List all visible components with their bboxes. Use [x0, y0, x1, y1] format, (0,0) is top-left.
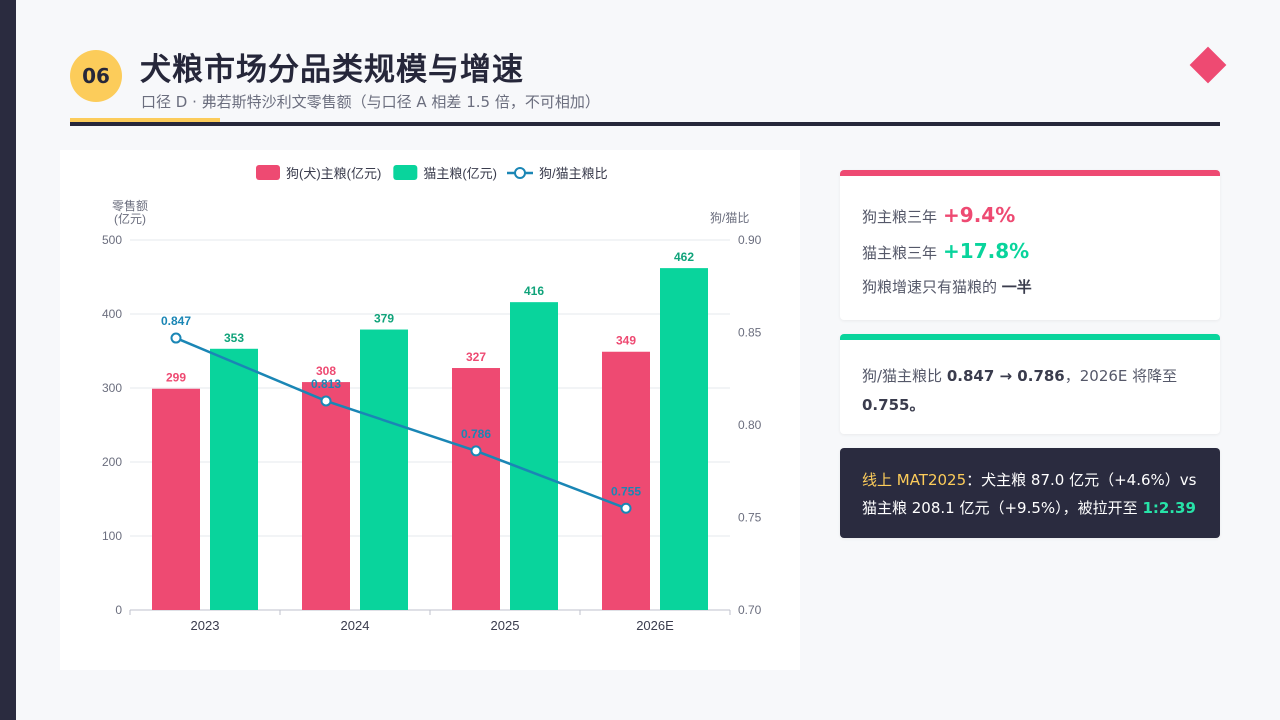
cat-bar-label: 379 — [374, 312, 394, 326]
dog-bar-label: 299 — [166, 371, 186, 385]
ratio-point-label: 0.786 — [461, 427, 491, 441]
y-left-tick-label: 200 — [102, 455, 122, 469]
cat-bar-label: 462 — [674, 250, 694, 264]
growth-comparison-line: 狗粮增速只有猫粮的 一半 — [862, 276, 1198, 298]
dog-bar — [452, 368, 500, 610]
growth-comparison-strong: 一半 — [1001, 278, 1032, 296]
y-left-tick-label: 400 — [102, 307, 122, 321]
y-left-tick-label: 0 — [115, 603, 122, 617]
online-mat-text: 线上 MAT2025：犬主粮 87.0 亿元（+4.6%）vs 猫主粮 208.… — [862, 466, 1198, 522]
section-number-badge: 06 — [70, 50, 122, 102]
dog-growth-value: +9.4% — [943, 203, 1016, 227]
y-right-tick-label: 0.70 — [738, 603, 762, 617]
ratio-line — [175, 336, 627, 510]
ratio-point-label: 0.847 — [161, 314, 191, 328]
dog-growth-line: 狗主粮三年 +9.4% — [862, 204, 1198, 228]
dog-bar — [302, 382, 350, 610]
online-mat-label: 线上 MAT2025 — [862, 471, 967, 489]
header-rule-accent — [70, 118, 220, 122]
dog-bar-label: 308 — [316, 364, 336, 378]
ratio-point-label: 0.755 — [611, 484, 641, 498]
combo-chart: 0 100 200 300 400 500 0.70 0.75 0.80 0.85 0.90 零售额(… — [102, 165, 762, 633]
dog-bar-label: 327 — [466, 350, 486, 364]
dog-bar — [152, 388, 200, 610]
chart-panel: 0 100 200 300 400 500 0.70 0.75 0.80 0.85 0.90 零售额(… — [60, 150, 800, 670]
ratio-point — [320, 395, 332, 407]
left-accent-bar — [0, 0, 16, 720]
growth-card: 狗主粮三年 +9.4% 猫主粮三年 +17.8% 狗粮增速只有猫粮的 一半 — [840, 170, 1220, 320]
y-right-tick-label: 0.85 — [738, 326, 762, 340]
growth-comparison-text: 狗粮增速只有猫粮的 — [862, 278, 998, 296]
cat-bar — [360, 329, 408, 610]
dog-bar — [602, 351, 650, 610]
ratio-point-label: 0.813 — [311, 377, 341, 391]
ratio-point — [620, 502, 632, 514]
y-left-tick-label: 500 — [102, 233, 122, 247]
header-rule — [70, 122, 1220, 126]
y-right-tick-label: 0.75 — [738, 511, 762, 525]
online-mat-card: 线上 MAT2025：犬主粮 87.0 亿元（+4.6%）vs 猫主粮 208.… — [840, 448, 1220, 538]
cat-bar-label: 353 — [224, 331, 244, 345]
y-left-tick-label: 100 — [102, 529, 122, 543]
cat-bar — [510, 302, 558, 610]
legend-label: 狗(犬)主粮(亿元) — [286, 166, 381, 181]
legend-swatch — [256, 165, 280, 180]
legend-line-marker — [514, 167, 526, 179]
x-tick-label: 2025 — [491, 618, 520, 633]
online-mat-detail: ：犬主粮 87.0 亿元（+4.6%）vs 猫主粮 208.1 亿元（+9.5%… — [862, 471, 1197, 517]
ratio-card: 狗/猫主粮比 0.847 → 0.786，2026E 将降至 0.755。 — [840, 334, 1220, 434]
y-left-axis-title: 零售额 — [112, 198, 148, 213]
cat-growth-value: +17.8% — [943, 239, 1030, 263]
dog-bar-label: 349 — [616, 334, 636, 348]
x-tick-label: 2026E — [636, 618, 674, 633]
y-right-tick-label: 0.80 — [738, 418, 762, 432]
x-tick-label: 2024 — [341, 618, 370, 633]
legend-swatch — [393, 165, 418, 180]
page-title: 犬粮市场分品类规模与增速 — [140, 52, 524, 88]
y-right-axis-title: 狗/猫比 — [710, 211, 749, 225]
x-tick-label: 2023 — [191, 618, 220, 633]
cat-bar — [210, 348, 258, 610]
y-left-axis-title-unit: (亿元) — [114, 211, 146, 226]
ratio-point — [170, 332, 182, 344]
cat-bar — [660, 268, 708, 610]
page-subtitle: 口径 D · 弗若斯特沙利文零售额（与口径 A 相差 1.5 倍，不可相加） — [141, 93, 600, 111]
cat-bar-label: 416 — [524, 284, 544, 298]
ratio-text: 狗/猫主粮比 0.847 → 0.786，2026E 将降至 0.755。 — [862, 362, 1198, 420]
diamond-decoration-icon — [1189, 46, 1227, 84]
online-mat-ratio: 1:2.39 — [1142, 499, 1196, 517]
ratio-forecast-value: 0.755。 — [862, 396, 925, 414]
cat-growth-line: 猫主粮三年 +17.8% — [862, 240, 1198, 264]
legend-label: 猫主粮(亿元) — [423, 166, 497, 181]
y-right-tick-label: 0.90 — [738, 233, 762, 247]
dog-growth-label: 狗主粮三年 — [862, 208, 938, 226]
ratio-change: 0.847 → 0.786 — [946, 367, 1065, 385]
ratio-forecast-text: ，2026E 将降至 — [1064, 367, 1178, 385]
ratio-label: 狗/猫主粮比 — [862, 367, 943, 385]
ratio-point — [470, 445, 482, 457]
legend-label: 狗/猫主粮比 — [539, 166, 608, 181]
y-left-tick-label: 300 — [102, 381, 122, 395]
cat-growth-label: 猫主粮三年 — [862, 244, 938, 262]
